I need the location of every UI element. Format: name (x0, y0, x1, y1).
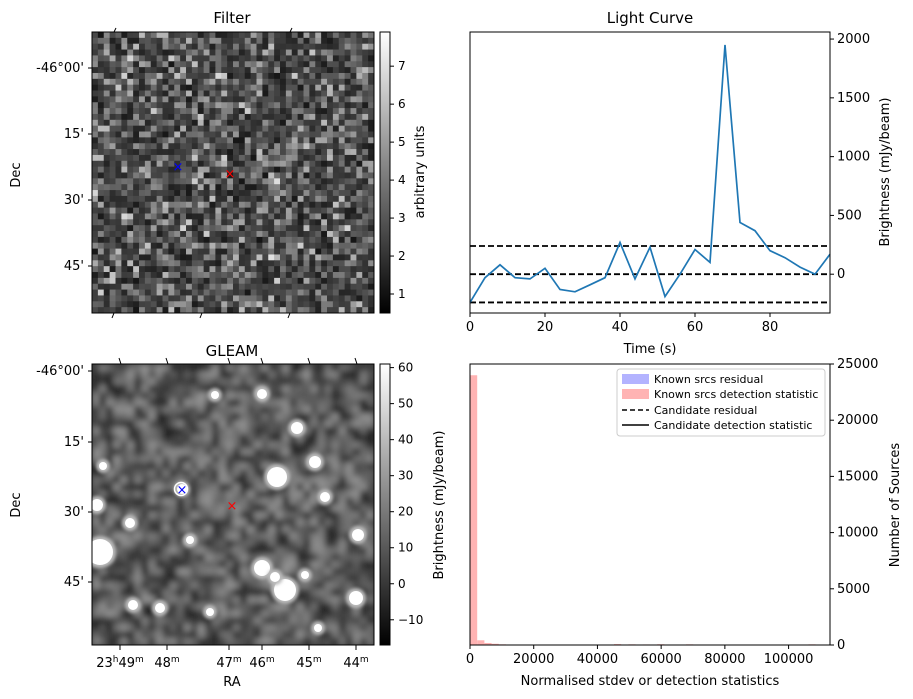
filter-colorbar: 1 2 3 4 5 6 7 arbitrary units (379, 31, 428, 314)
legend-label-residual: Known srcs residual (654, 373, 763, 386)
histogram-xlabel: Normalised stdev or detection statistics (521, 674, 780, 689)
gleam-xlabel: RA (223, 675, 241, 690)
light-curve-frame (469, 31, 831, 314)
gleam-dec-ticks: -46°00' 15' 30' 45' (36, 364, 92, 590)
filter-ra-ticks (111, 27, 293, 319)
gleam-ra-tick-4: 45m (296, 655, 321, 671)
light-curve-y-tick-1: 500 (837, 208, 862, 223)
filter-dec-tick-2: 30' (64, 193, 84, 208)
gleam-ra-tick-1: 48m (154, 655, 179, 671)
light-curve-y-tick-4: 2000 (837, 32, 870, 47)
filter-colorbar-tick-1: 2 (398, 249, 406, 263)
histogram-y-tick-3: 15000 (837, 469, 878, 484)
histogram-x-tick-5: 100000 (764, 652, 814, 667)
gleam-colorbar-tick-0: 60 (398, 361, 413, 375)
histogram-bar-1-1 (477, 640, 485, 645)
legend-label-candidate-detection: Candidate detection statistic (654, 419, 812, 432)
histogram-x-tick-2: 40000 (577, 652, 618, 667)
filter-colorbar-tick-0: 1 (398, 287, 406, 301)
light-curve-x-tick-1: 20 (537, 320, 554, 335)
light-curve-panel: Light Curve 0 20 40 60 80 0 500 1000 1500 2000 Ti… (466, 9, 893, 357)
gleam-frame (91, 363, 375, 646)
gleam-dec-tick-0: -46°00' (36, 364, 84, 379)
light-curve-ylabel: Brightness (mJy/beam) (878, 98, 893, 247)
histogram-left-ylabel: Brightness (mJy/beam) (432, 431, 447, 580)
filter-panel: Filter -46°00' 15' 30' 45' Dec × × (9, 9, 428, 319)
histogram-bar-1-3 (491, 643, 499, 645)
histogram-y-tick-1: 5000 (837, 582, 870, 597)
histogram-x-tick-1: 20000 (513, 652, 554, 667)
gleam-dec-tick-1: 15' (64, 435, 84, 450)
filter-dec-tick-1: 15' (64, 127, 84, 142)
filter-marker-red: × (225, 167, 236, 182)
histogram-y-tick-5: 25000 (837, 357, 878, 372)
gleam-ra-tick-0: 23h49m (96, 655, 144, 671)
gleam-colorbar: 60 50 40 30 20 10 0 −10 (379, 361, 423, 646)
histogram-x-tick-4: 80000 (704, 652, 745, 667)
gleam-title: GLEAM (206, 342, 259, 360)
legend-label-detection: Known srcs detection statistic (654, 388, 818, 401)
gleam-ylabel: Dec (9, 492, 24, 517)
filter-dec-tick-3: 45' (64, 259, 84, 274)
light-curve-x-tick-3: 60 (687, 320, 704, 335)
light-curve-xlabel: Time (s) (623, 342, 677, 357)
histogram-y-tick-2: 10000 (837, 526, 878, 541)
filter-dec-tick-0: -46°00' (36, 61, 84, 76)
gleam-colorbar-tick-4: 20 (398, 505, 413, 519)
histogram-legend: Known srcs residual Known srcs detection… (616, 368, 826, 437)
filter-image (92, 32, 374, 313)
gleam-dec-tick-2: 30' (64, 505, 84, 520)
histogram-x-tick-3: 60000 (640, 652, 681, 667)
gleam-marker-red: × (227, 499, 238, 514)
gleam-ra-tick-3: 46m (249, 655, 274, 671)
filter-frame (91, 31, 375, 314)
light-curve-series-line (469, 44, 831, 303)
light-curve-x-tick-0: 0 (466, 320, 474, 335)
histogram-frame (469, 363, 831, 646)
light-curve-y-tick-2: 1000 (837, 150, 870, 165)
filter-marker-blue: × (173, 160, 184, 175)
filter-colorbar-label: arbitrary units (413, 125, 428, 218)
light-curve-y-tick-0: 0 (837, 267, 845, 282)
histogram-bar-1-2 (484, 642, 492, 645)
gleam-marker-blue (173, 481, 189, 497)
filter-title: Filter (213, 9, 251, 27)
gleam-colorbar-tick-6: 0 (398, 577, 406, 591)
filter-colorbar-tick-6: 7 (398, 59, 406, 73)
histogram-y-tick-0: 0 (837, 638, 845, 653)
light-curve-title: Light Curve (607, 9, 693, 27)
filter-colorbar-tick-5: 6 (398, 97, 406, 111)
gleam-panel: GLEAM -46°00' 15' 30' 45' 23h49m 48m 47m 46… (9, 342, 423, 690)
histogram-bar-1-0 (470, 375, 478, 645)
legend-label-candidate-residual: Candidate residual (654, 404, 757, 417)
filter-dec-ticks: -46°00' 15' 30' 45' (36, 61, 92, 274)
light-curve-x-tick-2: 40 (612, 320, 629, 335)
light-curve-x-tick-4: 80 (762, 320, 779, 335)
filter-colorbar-tick-2: 3 (398, 211, 406, 225)
histogram-y-tick-4: 20000 (837, 413, 878, 428)
legend-swatch-detection (622, 389, 649, 399)
filter-colorbar-tick-3: 4 (398, 173, 406, 187)
gleam-ra-tick-2: 47m (216, 655, 241, 671)
filter-colorbar-tick-4: 5 (398, 135, 406, 149)
gleam-colorbar-tick-7: −10 (398, 613, 423, 627)
histogram-ylabel: Number of Sources (888, 443, 903, 568)
light-curve-y-tick-3: 1500 (837, 91, 870, 106)
gleam-colorbar-tick-1: 50 (398, 397, 413, 411)
gleam-colorbar-tick-2: 40 (398, 433, 413, 447)
gleam-marker-blue-symbol: × (177, 483, 188, 498)
legend-swatch-residual (622, 374, 649, 384)
histogram-x-tick-0: 0 (466, 652, 474, 667)
gleam-dec-tick-3: 45' (64, 575, 84, 590)
gleam-colorbar-tick-3: 30 (398, 469, 413, 483)
histogram-panel: 0 20000 40000 60000 80000 100000 0 5000 10000 150… (432, 357, 903, 689)
gleam-colorbar-tick-5: 10 (398, 541, 413, 555)
gleam-ra-tick-5: 44m (343, 655, 368, 671)
filter-ylabel: Dec (9, 162, 24, 187)
